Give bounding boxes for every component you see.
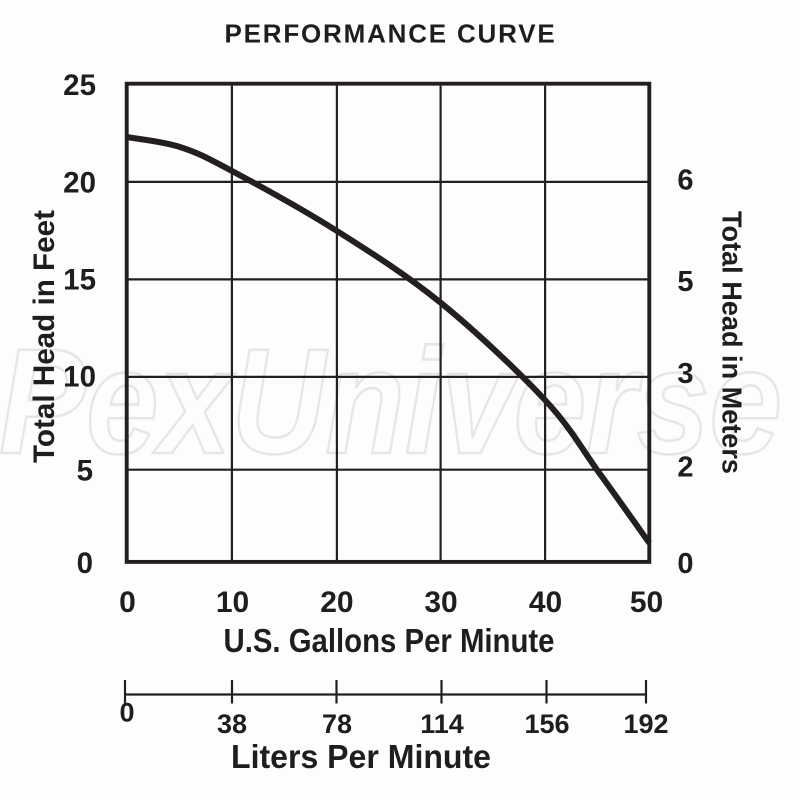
svg-text:114: 114	[420, 709, 464, 739]
svg-text:PERFORMANCE CURVE: PERFORMANCE CURVE	[224, 19, 556, 49]
svg-text:10: 10	[63, 360, 96, 393]
svg-text:15: 15	[63, 264, 96, 297]
svg-text:0: 0	[77, 547, 93, 580]
svg-text:25: 25	[63, 69, 96, 102]
svg-text:3: 3	[677, 358, 693, 390]
svg-text:20: 20	[320, 586, 353, 619]
svg-text:0: 0	[677, 548, 693, 580]
svg-text:5: 5	[677, 266, 693, 298]
svg-text:U.S. Gallons Per Minute: U.S. Gallons Per Minute	[224, 622, 555, 659]
svg-text:Liters Per Minute: Liters Per Minute	[231, 738, 491, 775]
svg-text:Total Head in Meters: Total Head in Meters	[717, 211, 748, 474]
svg-text:156: 156	[524, 709, 569, 739]
svg-text:PexUniverse: PexUniverse	[0, 317, 782, 485]
svg-text:5: 5	[77, 455, 93, 488]
svg-text:50: 50	[630, 586, 663, 619]
svg-text:38: 38	[217, 709, 247, 739]
svg-text:78: 78	[322, 709, 352, 739]
svg-text:6: 6	[677, 164, 693, 196]
svg-text:30: 30	[424, 586, 457, 619]
svg-text:0: 0	[119, 698, 134, 728]
svg-text:20: 20	[63, 166, 96, 199]
svg-text:10: 10	[216, 586, 249, 619]
svg-text:2: 2	[677, 451, 693, 483]
svg-text:Total Head in Feet: Total Head in Feet	[28, 210, 61, 463]
svg-text:40: 40	[529, 586, 562, 619]
svg-text:192: 192	[623, 709, 668, 739]
svg-text:0: 0	[119, 586, 136, 619]
